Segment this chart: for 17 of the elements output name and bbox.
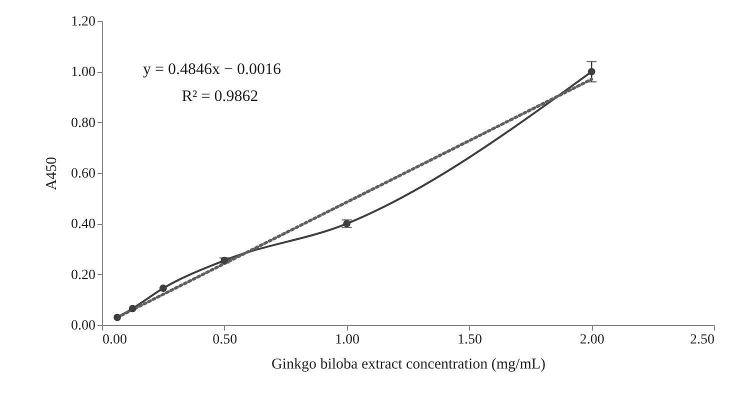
x-tick-label: 2.00	[580, 332, 604, 348]
x-tick-label: 0.50	[212, 332, 238, 348]
y-tick-label: 0.80	[71, 116, 96, 131]
y-tick-label: 0.60	[71, 166, 96, 182]
y-tick-label: 1.20	[71, 14, 96, 30]
x-tick-label: 2.50	[690, 332, 714, 348]
y-tick-label: 0.00	[71, 318, 96, 334]
y-axis-title: A450	[44, 156, 60, 190]
y-tick-label: 0.40	[71, 217, 96, 232]
annotation: y = 0.4846x − 0.0016	[142, 61, 282, 78]
x-tick-label: 1.50	[457, 332, 482, 348]
x-axis-title: Ginkgo biloba extract concentration (mg/mL)	[271, 356, 546, 372]
annotation: R² = 0.9862	[182, 88, 258, 105]
x-tick-label: 0.00	[102, 332, 127, 348]
x-tick-label: 1.00	[335, 332, 360, 348]
y-tick-label: 1.00	[71, 65, 96, 80]
y-tick-label: 0.20	[71, 268, 96, 283]
